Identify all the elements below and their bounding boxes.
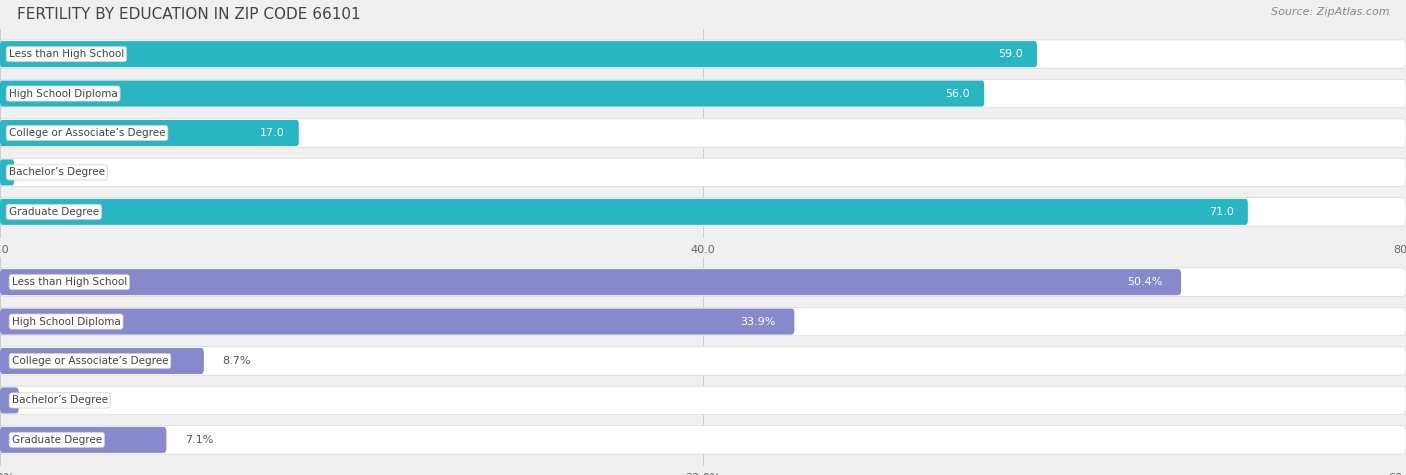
FancyBboxPatch shape [0, 198, 1406, 226]
Text: 8.7%: 8.7% [222, 356, 252, 366]
Text: 56.0: 56.0 [945, 88, 970, 99]
Text: 7.1%: 7.1% [186, 435, 214, 445]
FancyBboxPatch shape [0, 81, 984, 106]
Text: Bachelor’s Degree: Bachelor’s Degree [11, 395, 108, 406]
Text: Less than High School: Less than High School [11, 277, 127, 287]
Text: Source: ZipAtlas.com: Source: ZipAtlas.com [1271, 7, 1389, 17]
Text: 33.9%: 33.9% [741, 316, 776, 327]
FancyBboxPatch shape [0, 79, 1406, 108]
Text: Graduate Degree: Graduate Degree [8, 207, 98, 217]
Text: 59.0: 59.0 [998, 49, 1024, 59]
Text: 17.0: 17.0 [260, 128, 284, 138]
FancyBboxPatch shape [0, 268, 1406, 296]
Text: High School Diploma: High School Diploma [8, 88, 118, 99]
FancyBboxPatch shape [0, 347, 1406, 375]
FancyBboxPatch shape [0, 41, 1038, 67]
FancyBboxPatch shape [0, 388, 18, 413]
FancyBboxPatch shape [0, 40, 1406, 68]
Text: FERTILITY BY EDUCATION IN ZIP CODE 66101: FERTILITY BY EDUCATION IN ZIP CODE 66101 [17, 7, 360, 22]
Text: High School Diploma: High School Diploma [11, 316, 121, 327]
FancyBboxPatch shape [0, 158, 1406, 187]
FancyBboxPatch shape [0, 160, 14, 185]
FancyBboxPatch shape [0, 348, 204, 374]
Text: College or Associate’s Degree: College or Associate’s Degree [11, 356, 169, 366]
Text: 0.0%: 0.0% [38, 395, 66, 406]
FancyBboxPatch shape [0, 269, 1181, 295]
Text: Less than High School: Less than High School [8, 49, 124, 59]
FancyBboxPatch shape [0, 119, 1406, 147]
Text: Graduate Degree: Graduate Degree [11, 435, 101, 445]
FancyBboxPatch shape [0, 120, 298, 146]
Text: College or Associate’s Degree: College or Associate’s Degree [8, 128, 166, 138]
Text: 71.0: 71.0 [1209, 207, 1234, 217]
FancyBboxPatch shape [0, 307, 1406, 336]
FancyBboxPatch shape [0, 427, 166, 453]
Text: 50.4%: 50.4% [1128, 277, 1163, 287]
Text: Bachelor’s Degree: Bachelor’s Degree [8, 167, 105, 178]
FancyBboxPatch shape [0, 426, 1406, 454]
FancyBboxPatch shape [0, 386, 1406, 415]
FancyBboxPatch shape [0, 309, 794, 334]
FancyBboxPatch shape [0, 199, 1249, 225]
Text: 0.0: 0.0 [28, 167, 46, 178]
